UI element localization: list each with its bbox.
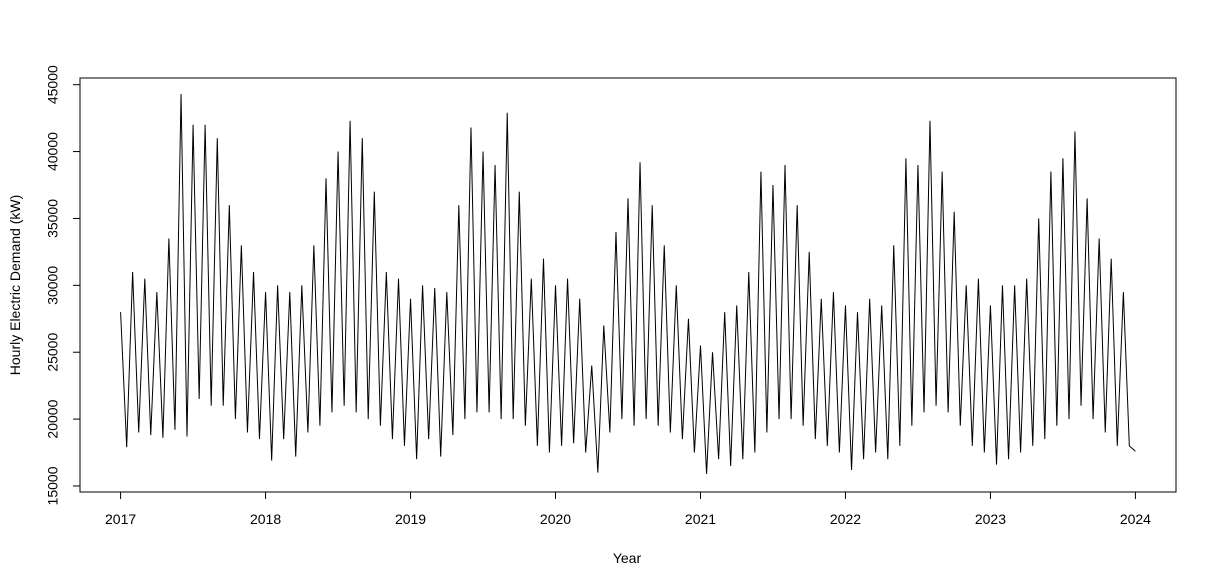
y-tick-label: 20000 [45,399,61,438]
y-tick-label: 15000 [45,466,61,505]
x-tick-label: 2024 [1120,511,1151,527]
x-tick-label: 2017 [105,511,136,527]
y-tick-label: 30000 [45,266,61,305]
x-tick-label: 2020 [540,511,571,527]
y-tick-label: 45000 [45,65,61,104]
y-tick-label: 35000 [45,199,61,238]
x-tick-label: 2018 [250,511,281,527]
y-axis-title: Hourly Electric Demand (kW) [7,195,23,375]
x-tick-label: 2021 [685,511,716,527]
y-tick-label: 40000 [45,132,61,171]
plot-frame [79,77,1177,493]
x-tick-label: 2019 [395,511,426,527]
x-axis-title: Year [613,550,642,566]
demand-line [120,94,1136,474]
x-tick-label: 2022 [830,511,861,527]
y-tick-label: 25000 [45,333,61,372]
x-tick-label: 2023 [975,511,1006,527]
